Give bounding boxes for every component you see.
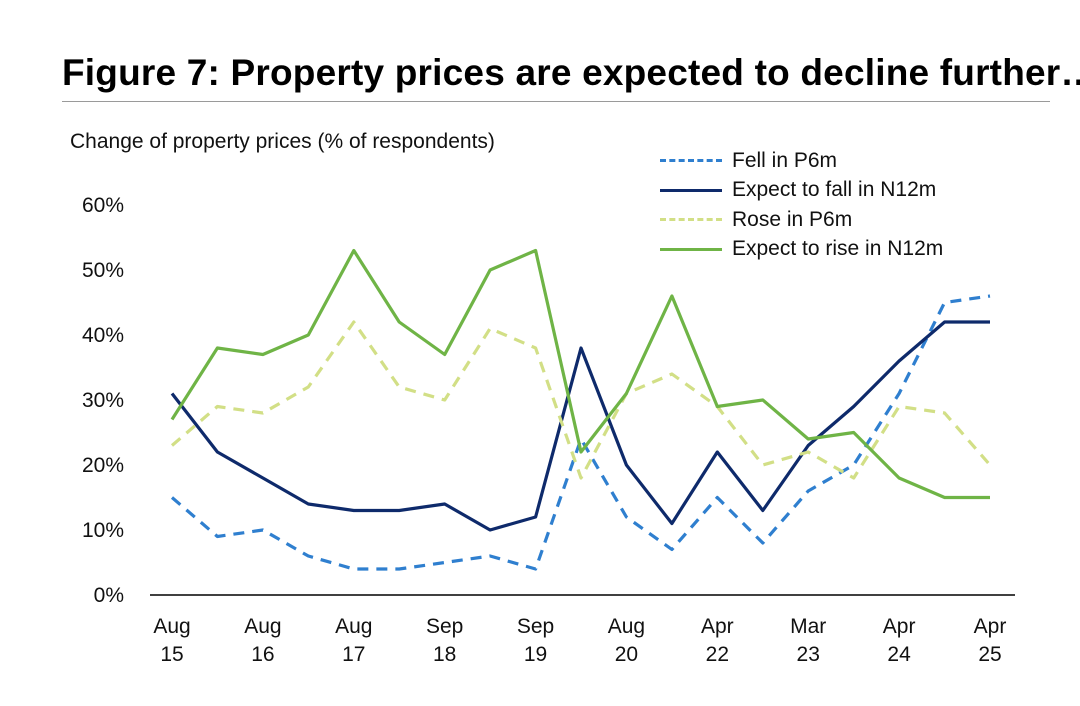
x-tick-label: Mar 23 [790, 615, 826, 666]
y-tick-label: 50% [82, 259, 124, 282]
series-line-rose-in-p6m [170, 320, 992, 480]
title-divider [62, 101, 1050, 102]
x-tick-label: Apr 25 [974, 615, 1007, 666]
figure-title: Figure 7: Property prices are expected t… [62, 52, 1080, 93]
x-tick-label: Apr 22 [701, 615, 734, 666]
y-tick-label: 40% [82, 324, 124, 347]
y-tick-label: 60% [82, 194, 124, 217]
legend-swatch-fell-p6m [660, 159, 722, 163]
y-tick-label: 0% [94, 584, 124, 607]
legend-item-expect-rise: Expect to rise in N12m [660, 235, 943, 265]
x-tick-label: Apr 24 [883, 615, 916, 666]
legend-label-expect-fall: Expect to fall in N12m [732, 178, 937, 202]
x-tick-label: Aug 20 [608, 615, 645, 666]
series-line-expect-to-rise-in-n12m [170, 248, 990, 500]
legend-swatch-expect-fall [660, 188, 722, 192]
series-line-expect-to-fall-in-n12m [170, 320, 990, 532]
legend-item-expect-fall: Expect to fall in N12m [660, 176, 943, 206]
legend-label-fell-p6m: Fell in P6m [732, 148, 838, 172]
legend-swatch-rose-p6m [660, 218, 722, 222]
x-tick-label: Aug 15 [153, 615, 190, 666]
legend-swatch-expect-rise [660, 247, 722, 251]
y-tick-label: 10% [82, 519, 124, 542]
x-tick-label: Sep 18 [426, 615, 463, 666]
y-tick-label: 20% [82, 454, 124, 477]
y-tick-label: 30% [82, 389, 124, 412]
x-tick-label: Sep 19 [517, 615, 554, 666]
x-tick-label: Aug 16 [244, 615, 281, 666]
legend-item-rose-p6m: Rose in P6m [660, 205, 943, 235]
chart-legend: Fell in P6m Expect to fall in N12m Rose … [660, 146, 943, 264]
legend-label-expect-rise: Expect to rise in N12m [732, 237, 944, 261]
legend-item-fell-p6m: Fell in P6m [660, 146, 943, 176]
legend-label-rose-p6m: Rose in P6m [732, 207, 853, 231]
y-axis-title: Change of property prices (% of responde… [70, 130, 495, 153]
x-tick-label: Aug 17 [335, 615, 372, 666]
series-line-fell-in-p6m [170, 294, 991, 571]
